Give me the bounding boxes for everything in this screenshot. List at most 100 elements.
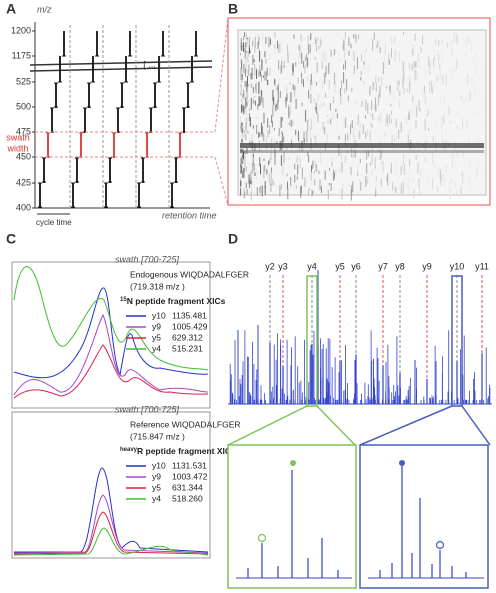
heatmap-cell [272, 89, 274, 101]
heatmap-cell [324, 170, 326, 180]
heatmap-cell [316, 107, 318, 114]
heatmap-cell [463, 101, 465, 106]
heatmap-cell [280, 155, 282, 166]
heatmap-cell [258, 36, 260, 45]
heatmap-cell [401, 183, 403, 188]
heatmap-cell [409, 155, 411, 159]
heatmap-cell [400, 185, 402, 194]
heatmap-cell [393, 92, 395, 100]
heatmap-cell [266, 67, 268, 76]
heatmap-cell [247, 83, 249, 87]
heatmap-cell [420, 132, 422, 137]
heatmap-cell [299, 46, 301, 58]
ion-label: y5 [335, 261, 345, 271]
heatmap-cell [442, 174, 444, 181]
heatmap-cell [339, 188, 341, 200]
heatmap-cell [320, 186, 322, 193]
heatmap-cell [301, 145, 303, 152]
heatmap-cell [422, 35, 424, 45]
heatmap-cell [252, 87, 254, 94]
heatmap-cell [403, 154, 405, 165]
heatmap-cell [325, 72, 327, 77]
heatmap-cell [281, 60, 283, 72]
heatmap-cell [462, 90, 464, 98]
heatmap-cell [317, 36, 319, 41]
heatmap-cell [426, 175, 428, 181]
heatmap-cell [441, 135, 443, 138]
heatmap-cell [395, 187, 397, 193]
heatmap-cell [344, 60, 346, 70]
heatmap-cell [381, 76, 383, 87]
heatmap-cell [263, 112, 265, 124]
heatmap-cell [366, 129, 368, 136]
heatmap-cell [258, 81, 260, 94]
heatmap-cell [338, 135, 340, 140]
heatmap-cell [252, 100, 254, 104]
heatmap-cell [428, 80, 430, 93]
ion-label: y11 [475, 261, 489, 271]
heatmap-cell [409, 158, 411, 167]
heatmap-cell [379, 86, 381, 98]
heatmap-cell [452, 39, 454, 47]
heatmap-cell [330, 118, 332, 125]
heatmap-cell [400, 166, 402, 176]
heatmap-cell [373, 32, 375, 40]
heatmap-cell [252, 154, 254, 166]
xic-chart: swath [700-725] Reference WIQDADALFGER (71… [11, 404, 241, 559]
heatmap-cell [398, 99, 400, 109]
heatmap-cell [408, 113, 410, 120]
heatmap-cell [310, 74, 312, 82]
heatmap-cell [374, 157, 376, 170]
heatmap-cell [385, 175, 387, 180]
heatmap-cell [322, 51, 324, 60]
heatmap-cell [371, 124, 373, 128]
heatmap-cell [294, 163, 296, 170]
heatmap-cell [397, 76, 399, 81]
heatmap-cell [396, 163, 398, 173]
heatmap-cell [375, 97, 376, 106]
heatmap-cell [259, 64, 261, 75]
heatmap-cell [268, 160, 270, 166]
heatmap-cell [365, 100, 367, 111]
heatmap-cell [394, 52, 396, 62]
heatmap-cell [441, 52, 443, 63]
heatmap-cell [298, 44, 300, 51]
heatmap-cell [301, 52, 303, 64]
heatmap-cell [301, 73, 303, 84]
heatmap-cell [426, 140, 428, 145]
heatmap-cell [244, 81, 246, 88]
y-tick-label: 1200 [11, 25, 31, 35]
heatmap-cell [427, 181, 429, 185]
heatmap-cell [261, 122, 263, 135]
heatmap-cell [413, 145, 415, 154]
heatmap-cell [390, 118, 392, 124]
heatmap-cell [271, 115, 273, 123]
heatmap-cell [460, 185, 462, 195]
heatmap-cell [377, 40, 379, 48]
heatmap-cell [439, 64, 441, 70]
legend-mz: 1003.472 [172, 471, 208, 481]
heatmap-cell [415, 61, 417, 68]
heatmap-cell [481, 152, 483, 157]
heatmap-cell [445, 125, 447, 136]
heatmap-cell [438, 54, 440, 66]
heatmap-cell [258, 70, 260, 77]
heatmap-cell [254, 64, 256, 76]
heatmap-cell [306, 57, 308, 68]
heatmap-cell [297, 164, 299, 175]
heatmap-cell [287, 44, 289, 56]
heatmap-cell [424, 119, 426, 131]
heatmap-cell [404, 164, 406, 175]
heatmap-cell [335, 108, 337, 112]
heatmap-cell [242, 39, 244, 48]
chart-frame [11, 261, 211, 409]
heatmap-cell [409, 110, 410, 120]
heatmap-cell [309, 187, 311, 191]
heatmap-cell [454, 161, 456, 169]
heatmap-cell [416, 106, 418, 117]
heatmap-cell [380, 178, 382, 187]
heatmap-cell [295, 185, 297, 190]
heatmap-cell [255, 82, 257, 94]
heatmap-cell [440, 169, 441, 182]
heatmap-cell [372, 82, 374, 90]
